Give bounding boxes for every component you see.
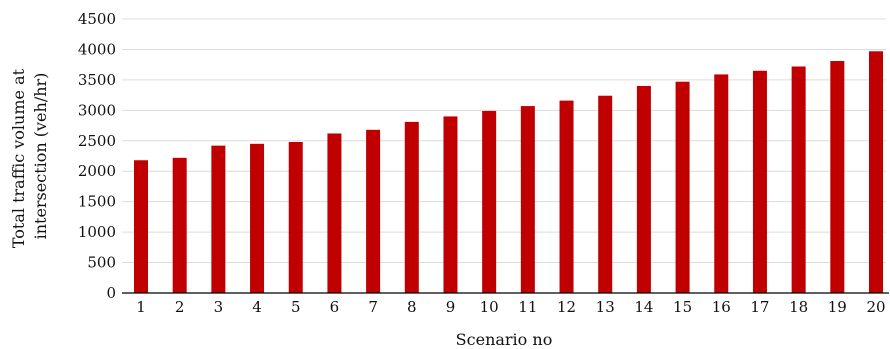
y-tick-label: 1000 [78,223,116,241]
bar-9 [443,116,458,293]
x-tick-label: 8 [407,298,417,316]
bar-10 [482,110,497,293]
y-tick-label: 0 [106,284,116,302]
x-tick-label: 2 [175,298,185,316]
x-tick-label: 1 [136,298,146,316]
bar-16 [714,74,729,293]
gridlines [122,18,886,294]
bar-11 [520,106,535,294]
y-tick-label: 3000 [78,101,116,119]
y-tick-label: 1500 [78,193,116,211]
bar-13 [598,95,613,293]
x-tick-label: 19 [828,298,847,316]
x-tick-label: 20 [866,298,885,316]
bar-2 [172,157,187,293]
y-tick-label: 3500 [78,71,116,89]
x-tick-label: 10 [480,298,499,316]
x-tick-label: 13 [596,298,615,316]
y-axis-title-line-2: intersection (veh/hr) [31,73,50,240]
x-tick-label: 5 [291,298,301,316]
x-tick-label: 9 [446,298,456,316]
y-axis-title: Total traffic volume at intersection (ve… [9,64,50,248]
bar-3 [211,145,226,293]
bar-18 [791,66,806,293]
x-tick-label: 18 [789,298,808,316]
bar-15 [675,81,690,294]
bar-7 [366,129,381,293]
bar-17 [752,70,767,293]
x-tick-labels: 1 2 3 4 5 6 7 8 9 10 11 12 13 14 15 16 17 18 19 20 [136,298,885,316]
bars [134,51,883,294]
x-tick-label: 15 [673,298,692,316]
y-tick-label: 2500 [78,132,116,150]
y-tick-labels: 0 500 1000 1500 2000 2500 3000 3500 4000 4500 [78,10,116,302]
bar-14 [636,85,651,293]
bar-8 [404,121,419,293]
x-axis-title: Scenario no [456,330,553,349]
x-tick-label: 7 [368,298,378,316]
y-tick-label: 4500 [78,10,116,28]
x-tick-label: 11 [518,298,537,316]
bar-1 [134,160,148,293]
x-tick-label: 12 [557,298,576,316]
x-tick-label: 17 [750,298,769,316]
y-tick-label: 4000 [78,40,116,58]
bar-20 [869,51,883,293]
x-tick-label: 14 [634,298,653,316]
bar-12 [559,100,574,293]
y-axis-title-line-1: Total traffic volume at [9,68,28,248]
y-tick-label: 2000 [78,162,116,180]
x-tick-label: 3 [214,298,224,316]
bar-6 [327,133,342,293]
bar-4 [250,143,265,293]
bar-5 [288,141,303,293]
bar-19 [830,61,845,293]
y-tick-label: 500 [87,254,116,272]
x-tick-label: 6 [330,298,340,316]
x-tick-label: 16 [712,298,731,316]
x-tick-label: 4 [252,298,262,316]
